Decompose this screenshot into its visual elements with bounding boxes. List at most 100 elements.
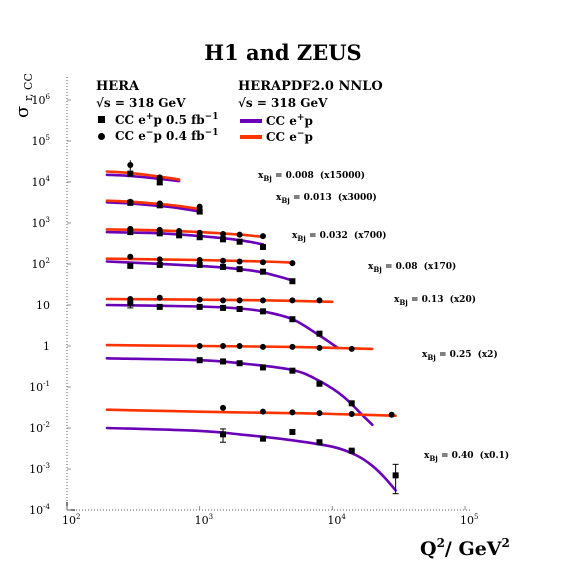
bin-label-sub: Bj (281, 196, 289, 205)
bin-label-sub: Bj (429, 454, 437, 463)
y-axis-label: σ r, CC (12, 73, 35, 118)
eminus-data-point (156, 256, 163, 263)
legend-entry-eminus-data: CC e−p 0.4 fb−1 (115, 128, 218, 143)
y-tick-label: 10-2 (29, 421, 50, 435)
x-tick-base: 10 (195, 514, 209, 527)
eplus-data-point (259, 268, 266, 275)
y-tick-base: 10 (29, 504, 43, 517)
eplus-data-point (259, 435, 266, 442)
x-tick-base: 10 (327, 514, 341, 527)
eplus-data-point (259, 364, 266, 371)
eminus-data-point (259, 259, 266, 266)
eminus-data-point (388, 411, 395, 418)
eplus-data-point (196, 208, 203, 215)
x-tick-exp: 5 (474, 513, 478, 521)
eplus-data-point (156, 303, 163, 310)
bin-label-scale: (x2) (478, 349, 498, 360)
eminus-data-point (348, 410, 355, 417)
eminus-data-point (316, 344, 323, 351)
eplus-data-point (220, 263, 227, 270)
eplus-data-point (236, 266, 243, 273)
legend-entry-eplus-theory: CC e+p (266, 113, 313, 128)
bin-label: xBj = 0.013 (x3000) (276, 192, 377, 205)
eminus-data-point (259, 233, 266, 240)
eminus-data-point (236, 343, 243, 349)
eplus-data-point (196, 357, 203, 364)
eminus-data-point (236, 231, 243, 238)
eplus-data-point (289, 428, 296, 435)
eplus-data-point (220, 236, 227, 243)
eminus-data-point (236, 258, 243, 265)
legend-theory-energy: √s = 318 GeV (238, 96, 328, 110)
y-tick-label: 103 (32, 216, 50, 230)
legend-square-marker (98, 116, 105, 123)
eplus-data-point (259, 308, 266, 315)
y-tick-label: 10-1 (29, 380, 50, 394)
eminus-data-point (220, 297, 227, 304)
y-tick-base: 10 (32, 217, 46, 230)
bin-label-scale: (x20) (450, 294, 476, 305)
eminus-data-point (259, 343, 266, 350)
eplus-data-point (259, 243, 266, 250)
x-tick-exp: 4 (341, 513, 346, 521)
bin-label-x: x (422, 350, 428, 360)
eminus-curve (105, 408, 397, 417)
bin-label-value: = 0.25 (436, 350, 472, 360)
data-points (127, 160, 399, 495)
bin-label-value: = 0.013 (290, 193, 332, 203)
y-tick-exp: 3 (46, 216, 50, 224)
bin-label-x: x (292, 231, 298, 241)
eminus-data-point (316, 297, 323, 304)
bin-label-scale: (x700) (354, 230, 387, 241)
bin-label-x: x (368, 262, 374, 272)
bin-label-scale: (x0.1) (480, 450, 510, 461)
eminus-data-point (196, 229, 203, 236)
eplus-data-point (176, 232, 183, 239)
bin-label: xBj = 0.13 (x20) (394, 294, 476, 307)
eplus-data-point (156, 202, 163, 209)
eplus-curve (105, 426, 397, 492)
bin-label-sub: Bj (373, 265, 381, 274)
bin-label-value: = 0.13 (408, 295, 444, 305)
eminus-data-point (156, 294, 163, 301)
theory-curves (105, 170, 397, 492)
eplus-data-point (236, 360, 243, 367)
x-tick-label: 102 (62, 513, 80, 527)
y-tick-exp: -1 (43, 380, 50, 388)
y-tick-base: 10 (32, 258, 46, 271)
eplus-data-point (156, 230, 163, 237)
eplus-data-point (316, 380, 323, 387)
x-axis-label-unit-sup: 2 (502, 536, 510, 550)
bin-label: xBj = 0.032 (x700) (292, 230, 387, 243)
y-tick-label: 10-4 (29, 503, 50, 517)
eminus-data-point (236, 297, 243, 304)
y-tick-label: 1 (43, 340, 50, 353)
legend-entry-eminus-theory: CC e−p (266, 129, 313, 144)
legend-data-title: HERA (96, 79, 140, 94)
x-tick-exp: 2 (76, 513, 80, 521)
bin-label-scale: (x3000) (338, 192, 377, 203)
eplus-curve (105, 303, 340, 350)
eplus-data-point (196, 261, 203, 268)
eminus-data-point (316, 410, 323, 417)
y-tick-base: 10 (32, 135, 46, 148)
eminus-data-point (196, 343, 203, 349)
eplus-data-point (289, 367, 296, 374)
chart-title: H1 and ZEUS (204, 40, 361, 65)
x-tick-exp: 3 (209, 513, 213, 521)
eplus-data-point (316, 439, 323, 446)
x-tick-base: 10 (460, 514, 474, 527)
bin-label: xBj = 0.008 (x15000) (258, 170, 365, 183)
eplus-data-point (289, 278, 296, 285)
bin-label: xBj = 0.40 (x0.1) (424, 450, 509, 463)
eminus-data-point (289, 260, 296, 267)
x-axis-label-unit: / GeV (445, 538, 503, 560)
eplus-data-point (348, 400, 355, 407)
eminus-data-point (127, 253, 134, 260)
y-tick-base: 10 (29, 422, 43, 435)
bin-label-sub: Bj (263, 174, 271, 183)
x-tick-labels: 102 103 104 105 (62, 506, 478, 527)
y-tick-exp: 2 (46, 257, 50, 265)
